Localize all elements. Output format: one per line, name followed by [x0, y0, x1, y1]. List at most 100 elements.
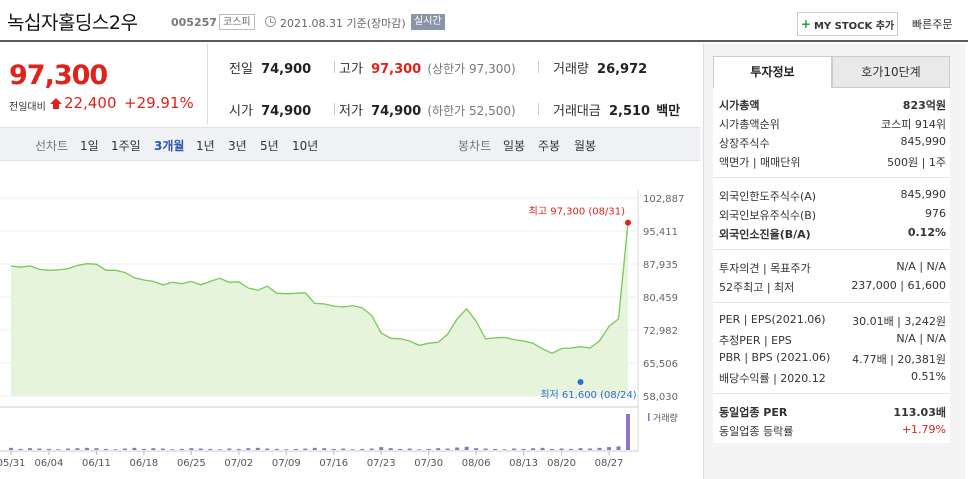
- min-price-marker: [577, 379, 584, 385]
- volume-bar: [132, 447, 137, 450]
- volume-bar: [46, 448, 51, 450]
- volume-bar: [217, 449, 222, 450]
- change-value: 22,400: [64, 94, 117, 112]
- info-row: 시가총액 823억원: [719, 97, 946, 115]
- max-price-marker: [625, 219, 631, 226]
- info-value: 976: [925, 207, 946, 220]
- volume-bar: [208, 448, 213, 450]
- quick-order-link[interactable]: 빠른주문: [912, 18, 953, 31]
- info-value: 30.01배 | 3,242원: [852, 315, 946, 328]
- info-value: 823억원: [902, 99, 946, 112]
- volume-bar: [540, 447, 545, 450]
- volume-bar: [322, 448, 327, 450]
- realtime-badge[interactable]: 실시간: [411, 14, 445, 30]
- info-value: 4.77배 | 20,381원: [852, 353, 946, 366]
- info-row: 추정PER | EPS N/A | N/A: [719, 332, 946, 350]
- divider: [334, 61, 335, 73]
- quote-amount-unit: 백만: [656, 104, 681, 119]
- my-stock-add-button[interactable]: + MY STOCK 추가: [797, 12, 898, 36]
- quote-open-label: 시가: [229, 104, 253, 119]
- change-label: 전일대비: [9, 102, 46, 113]
- info-row: PER | EPS(2021.06) 30.01배 | 3,242원: [719, 313, 946, 331]
- volume-bar: [426, 448, 431, 450]
- quote-amount-label: 거래대금: [553, 104, 601, 119]
- candle-weekly[interactable]: 주봉: [538, 139, 561, 153]
- quote-low-value: 74,900: [371, 104, 422, 119]
- volume-bar: [122, 448, 127, 450]
- volume-bar: [588, 448, 593, 450]
- volume-bar: [455, 447, 460, 450]
- quote-high-value: 97,300: [371, 62, 422, 77]
- volume-bar: [56, 449, 61, 450]
- volume-legend-swatch: [648, 413, 650, 421]
- volume-bar: [227, 448, 232, 450]
- info-label: 52주최고 | 최저: [719, 281, 795, 294]
- clock-icon: [265, 16, 276, 27]
- volume-bar: [369, 448, 374, 450]
- volume-bar: [265, 448, 270, 450]
- info-value: 500원 | 1주: [887, 156, 946, 169]
- volume-bar: [84, 447, 89, 450]
- volume-bar: [483, 448, 488, 450]
- info-divider: [713, 249, 950, 250]
- period-3y[interactable]: 3년: [228, 139, 247, 153]
- volume-bar: [9, 447, 13, 450]
- info-value: 113.03배: [893, 406, 946, 419]
- y-tick-label: 58,030: [643, 392, 678, 403]
- quote-upper-limit: (상한가 97,300): [427, 62, 516, 76]
- info-value: 코스피 914위: [881, 118, 946, 131]
- info-row: 배당수익률 | 2020.12 0.51%: [719, 370, 946, 388]
- volume-bar: [626, 414, 630, 450]
- info-value: 0.12%: [907, 226, 946, 239]
- market-badge: 코스피: [219, 14, 255, 30]
- info-divider: [713, 393, 950, 394]
- info-row: 외국인소진율(B/A) 0.12%: [719, 226, 946, 244]
- y-tick-label: 65,506: [643, 359, 678, 370]
- volume-bar: [27, 448, 32, 450]
- period-5y[interactable]: 5년: [260, 139, 279, 153]
- quote-volume-value: 26,972: [597, 62, 648, 77]
- info-label: 투자의견 | 목표주가: [719, 262, 811, 275]
- volume-bar: [160, 448, 165, 450]
- period-3m[interactable]: 3개월: [154, 139, 185, 153]
- info-label: PBR | BPS (2021.06): [719, 351, 831, 364]
- period-1d[interactable]: 1일: [80, 139, 99, 153]
- tab-investment-info[interactable]: 투자정보: [713, 56, 832, 88]
- volume-bar: [407, 448, 412, 450]
- divider: [538, 61, 539, 73]
- volume-bar: [521, 448, 526, 450]
- volume-bar: [170, 449, 175, 450]
- quote-volume-label: 거래량: [553, 62, 589, 77]
- info-label: 외국인한도주식수(A): [719, 190, 817, 203]
- x-tick-label: 08/06: [462, 458, 491, 469]
- volume-bar: [398, 448, 403, 450]
- quote-grid: 전일 74,900 고가 97,300 (상한가 97,300) 거래량 26,…: [208, 44, 700, 124]
- date-text: 2021.08.31 기준(장마감): [280, 17, 406, 30]
- line-chart-label: 선차트: [35, 139, 69, 153]
- quote-volume: 거래량 26,972: [553, 58, 647, 77]
- volume-bar: [417, 449, 422, 450]
- chart-period-bar: 선차트 1일 1주일 3개월 1년 3년 5년 10년 봉차트 일봉 주봉 월봉: [0, 127, 700, 161]
- x-tick-label: 06/25: [177, 458, 206, 469]
- quote-low-label: 저가: [339, 104, 363, 119]
- period-1w[interactable]: 1주일: [111, 139, 141, 153]
- volume-bar: [18, 448, 23, 450]
- info-label: 동일업종 PER: [719, 406, 788, 419]
- volume-bar: [65, 448, 70, 450]
- volume-bar: [151, 448, 156, 450]
- tab-order-book[interactable]: 호가10단계: [832, 56, 950, 88]
- volume-bar: [445, 448, 450, 450]
- period-1y[interactable]: 1년: [196, 139, 215, 153]
- volume-bar: [616, 446, 621, 450]
- volume-bar: [502, 449, 507, 450]
- candle-daily[interactable]: 일봉: [503, 139, 526, 153]
- candle-monthly[interactable]: 월봉: [574, 139, 597, 153]
- info-label: 추정PER | EPS: [719, 334, 792, 347]
- x-tick-label: 07/16: [319, 458, 348, 469]
- period-10y[interactable]: 10년: [292, 139, 319, 153]
- x-tick-label: 06/04: [35, 458, 64, 469]
- volume-bar: [531, 448, 536, 450]
- price-chart[interactable]: 102,887 95,411 87,935 80,459 72,982 65,506 58,…: [0, 162, 700, 479]
- y-tick-label: 87,935: [643, 260, 678, 271]
- quote-amount: 거래대금 2,510 백만: [553, 100, 680, 119]
